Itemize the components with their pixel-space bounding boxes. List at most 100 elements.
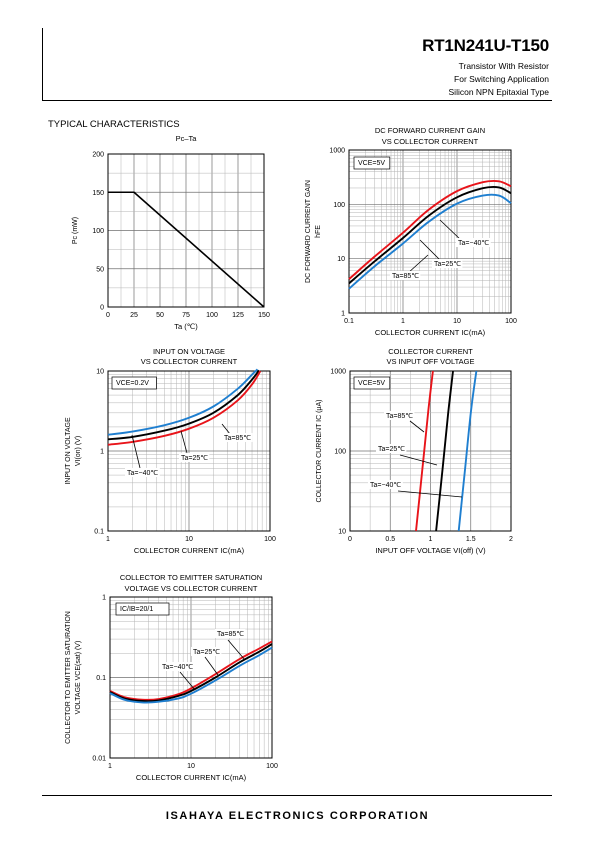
x-tick-label: 2 (509, 536, 513, 543)
leader-line (204, 656, 219, 676)
condition-box (353, 156, 391, 170)
leader-line (180, 430, 188, 454)
condition-label: VCE=5V (358, 160, 385, 167)
legend-label-bg (179, 453, 210, 462)
chart-title: COLLECTOR CURRENT (388, 347, 473, 356)
y-tick-label: 0 (100, 305, 104, 312)
series-line (109, 643, 273, 703)
section-title: TYPICAL CHARACTERISTICS (48, 119, 180, 130)
legend-label-bg (160, 662, 195, 671)
leader-line (409, 420, 425, 433)
series-label: Ta=85℃ (217, 631, 244, 638)
plot-frame (107, 153, 265, 308)
x-axis-label: Ta (℃) (174, 322, 198, 331)
subtitle-line-1: Transistor With Resistor (458, 61, 549, 71)
x-axis-label: COLLECTOR CURRENT IC(mA) (134, 546, 245, 555)
chart-title: VOLTAGE VS COLLECTOR CURRENT (125, 584, 258, 593)
x-tick-label: 10 (185, 536, 193, 543)
condition-label: IC/IB=20/1 (120, 606, 153, 613)
x-tick-label: 1.5 (466, 536, 476, 543)
chart-title: Pc–Ta (176, 134, 198, 143)
x-tick-label: 50 (156, 312, 164, 319)
series-line (435, 370, 454, 532)
y-tick-label: 1 (100, 449, 104, 456)
legend-label-bg (191, 647, 222, 656)
x-tick-label: 1 (401, 318, 405, 325)
y-axis-label: COLLECTOR CURRENT IC (μA) (316, 400, 323, 503)
series-line (107, 369, 260, 441)
series-line (457, 370, 478, 532)
condition-label: VCE=0.2V (116, 380, 149, 387)
condition-box (353, 376, 391, 390)
x-tick-label: 1 (106, 536, 110, 543)
series-line (109, 640, 273, 701)
y-tick-label: 1000 (330, 369, 346, 376)
series-line (108, 191, 265, 308)
x-axis-label: COLLECTOR CURRENT IC(mA) (375, 328, 486, 337)
legend-label-bg (125, 468, 160, 477)
legend-label-bg (432, 259, 463, 268)
x-tick-label: 100 (505, 318, 517, 325)
x-tick-label: 100 (264, 536, 276, 543)
leader-line (407, 254, 429, 274)
leader-line (179, 671, 196, 691)
legend-label-bg (384, 411, 415, 420)
series-label: Ta=−40℃ (370, 482, 401, 489)
series-label: Ta=25℃ (181, 455, 208, 462)
y-tick-label: 200 (92, 152, 104, 159)
x-tick-label: 0.1 (344, 318, 354, 325)
series-line (415, 370, 434, 532)
chart-vcesat_ic: 1 10 100 0.01 0.1 1 COLLECTOR TO EMITTER SATUR… (65, 573, 278, 782)
x-tick-label: 125 (232, 312, 244, 319)
y-tick-label: 50 (96, 266, 104, 273)
y-tick-label: 150 (92, 190, 104, 197)
leader-line (221, 423, 231, 435)
chart-title: VS COLLECTOR CURRENT (382, 137, 479, 146)
legend-label-bg (368, 480, 403, 489)
footer-rule (42, 795, 552, 796)
legend-label-bg (215, 629, 246, 638)
x-tick-label: 10 (453, 318, 461, 325)
leader-line (131, 434, 141, 469)
x-tick-label: 25 (130, 312, 138, 319)
series-line (348, 193, 512, 290)
y-axis-label: DC FORWARD CURRENT GAIN (305, 180, 312, 283)
series-line (109, 646, 273, 704)
series-label: Ta=−40℃ (162, 664, 193, 671)
x-tick-label: 10 (187, 763, 195, 770)
plot-frame (109, 596, 273, 759)
y-tick-label: 0.1 (96, 675, 106, 682)
x-axis-label: COLLECTOR CURRENT IC(mA) (136, 773, 247, 782)
y-tick-label: 0.1 (94, 529, 104, 536)
leader-line (227, 639, 246, 661)
legend-label-bg (376, 444, 407, 453)
y-tick-label: 10 (96, 369, 104, 376)
condition-box (115, 602, 170, 616)
company-footer: ISAHAYA ELECTRONICS CORPORATION (165, 810, 430, 822)
y-tick-label: 1 (102, 595, 106, 602)
leader-line (397, 490, 463, 498)
chart-title: INPUT ON VOLTAGE (153, 347, 225, 356)
condition-box (111, 376, 157, 390)
header-horizontal-rule (42, 100, 552, 101)
x-tick-label: 100 (266, 763, 278, 770)
chart-title: DC FORWARD CURRENT GAIN (375, 126, 485, 135)
chart-title: COLLECTOR TO EMITTER SATURATION (120, 573, 262, 582)
y-tick-label: 1000 (329, 148, 345, 155)
condition-label: VCE=5V (358, 380, 385, 387)
series-label: Ta=25℃ (378, 446, 405, 453)
series-label: Ta=−40℃ (458, 240, 489, 247)
x-tick-label: 1 (108, 763, 112, 770)
y-tick-label: 10 (337, 256, 345, 263)
legend-label-bg (456, 238, 491, 247)
y-axis-label: hFE (315, 225, 322, 238)
plot-frame (348, 149, 512, 314)
legend-label-bg (222, 433, 253, 442)
chart-title: VS COLLECTOR CURRENT (141, 357, 238, 366)
x-tick-label: 0 (348, 536, 352, 543)
leader-line (419, 239, 441, 261)
y-axis-label: INPUT ON VOLTAGE (65, 417, 72, 485)
y-axis-label: COLLECTOR TO EMITTER SATURATION (65, 611, 72, 744)
